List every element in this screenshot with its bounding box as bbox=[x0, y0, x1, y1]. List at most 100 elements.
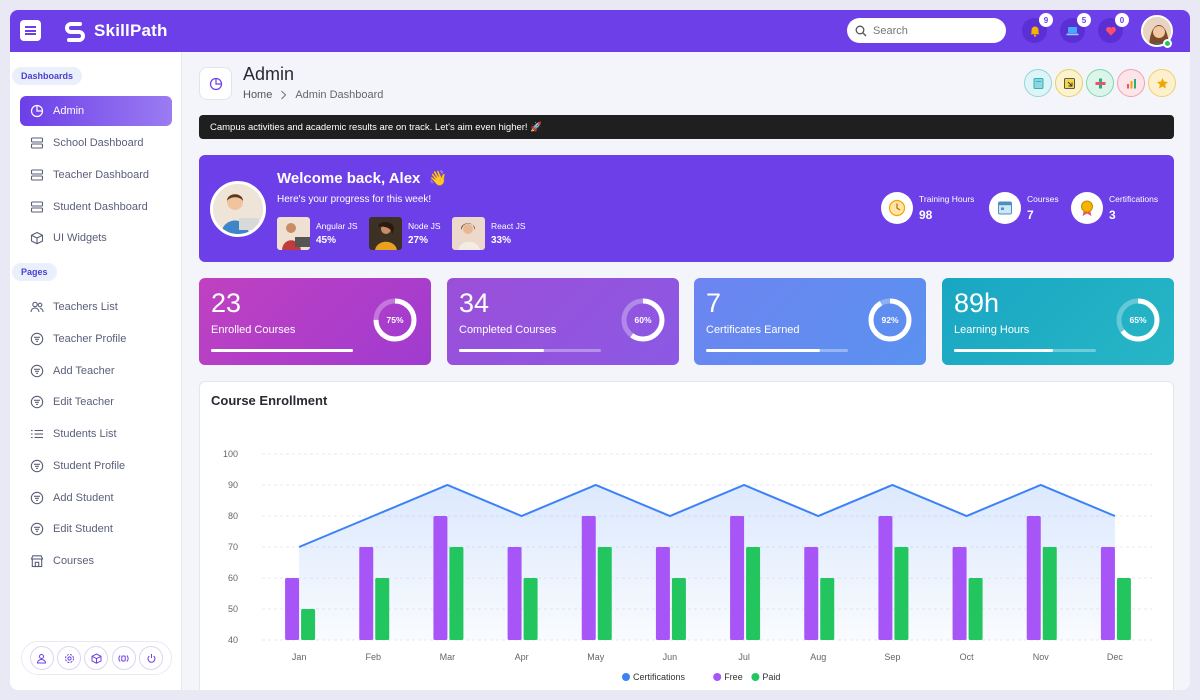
stat-card-learning-hours[interactable]: 89h Learning Hours 65% bbox=[942, 278, 1174, 365]
bar-free-oct bbox=[952, 547, 967, 640]
server-icon bbox=[30, 169, 44, 181]
bar-paid-apr bbox=[523, 578, 538, 640]
x-tick-label: May bbox=[587, 652, 605, 662]
x-tick-label: Jan bbox=[292, 652, 307, 662]
bar-free-may bbox=[581, 516, 596, 640]
chevron-right-icon bbox=[281, 90, 287, 100]
search-box[interactable] bbox=[847, 18, 1006, 43]
sidebar-item-add-student[interactable]: Add Student bbox=[20, 483, 172, 513]
favorites-button[interactable]: 0 bbox=[1098, 13, 1129, 43]
bar-free-sep bbox=[878, 516, 893, 640]
course-progress-node[interactable]: Node JS 27% bbox=[369, 217, 441, 250]
stat-training-hours: Training Hours 98 bbox=[881, 192, 974, 224]
bar-chart-icon bbox=[1126, 78, 1136, 88]
list-icon bbox=[31, 429, 43, 439]
sidebar-item-students-list[interactable]: Students List bbox=[20, 419, 172, 449]
welcome-banner: Welcome back, Alex 👋 Here's your progres… bbox=[199, 155, 1174, 262]
sidebar-section-pages: Pages bbox=[12, 263, 57, 281]
settings-button[interactable] bbox=[57, 646, 82, 670]
online-status-dot bbox=[1163, 39, 1172, 48]
quick-reports-button[interactable] bbox=[1117, 69, 1145, 97]
sidebar-item-label: School Dashboard bbox=[53, 137, 144, 149]
bar-free-nov bbox=[1026, 516, 1041, 640]
notifications-button[interactable]: 9 bbox=[1022, 13, 1053, 43]
sidebar-item-add-teacher[interactable]: Add Teacher bbox=[20, 356, 172, 386]
sidebar-section-dashboards: Dashboards bbox=[12, 67, 83, 85]
stat-label: Training Hours bbox=[919, 194, 975, 204]
broadcast-icon bbox=[118, 654, 129, 662]
course-progress-angular[interactable]: Angular JS 45% bbox=[277, 217, 358, 250]
series-area-fill bbox=[299, 485, 1115, 640]
brand[interactable]: SkillPath bbox=[62, 18, 168, 44]
sidebar-item-student-dashboard[interactable]: Student Dashboard bbox=[20, 192, 172, 222]
stat-card-label: Certificates Earned bbox=[706, 324, 800, 336]
x-tick-label: Aug bbox=[810, 652, 826, 662]
quick-notes-button[interactable] bbox=[1055, 69, 1083, 97]
stat-card-progress-track bbox=[954, 349, 1096, 352]
x-tick-label: Feb bbox=[365, 652, 381, 662]
sidebar-item-teacher-dashboard[interactable]: Teacher Dashboard bbox=[20, 160, 172, 190]
course-progress-react[interactable]: React JS 33% bbox=[452, 217, 526, 250]
stat-courses: Courses 7 bbox=[989, 192, 1059, 224]
clock-icon bbox=[888, 199, 906, 217]
heart-icon bbox=[1105, 26, 1116, 35]
series-line-certifications bbox=[298, 483, 1116, 548]
quick-notebook-button[interactable] bbox=[1024, 69, 1052, 97]
bar-free-jun bbox=[655, 547, 670, 640]
broadcast-button[interactable] bbox=[111, 646, 136, 670]
legend-label-free: Free bbox=[724, 672, 743, 682]
sidebar-item-courses[interactable]: Courses bbox=[20, 546, 172, 576]
filter-circle-icon bbox=[30, 332, 44, 346]
bell-icon bbox=[1030, 26, 1039, 37]
stat-card-progress-track bbox=[459, 349, 601, 352]
sidebar-item-school-dashboard[interactable]: School Dashboard bbox=[20, 128, 172, 158]
sidebar-item-label: UI Widgets bbox=[53, 232, 107, 244]
y-tick-label: 80 bbox=[228, 511, 238, 521]
widgets-button[interactable] bbox=[84, 646, 109, 670]
stat-card-progress-fill bbox=[459, 349, 545, 352]
stat-card-progress-fill bbox=[706, 349, 820, 352]
search-input[interactable] bbox=[873, 24, 993, 37]
sidebar-item-student-profile[interactable]: Student Profile bbox=[20, 451, 172, 481]
search-icon bbox=[855, 25, 867, 36]
bar-free-aug bbox=[804, 547, 819, 640]
x-tick-label: Sep bbox=[884, 652, 900, 662]
chart-title: Course Enrollment bbox=[211, 393, 328, 408]
course-percent: 33% bbox=[491, 235, 512, 246]
logout-button[interactable] bbox=[139, 646, 164, 670]
stat-card-completed-courses[interactable]: 34 Completed Courses 60% bbox=[447, 278, 679, 365]
sidebar-item-edit-teacher[interactable]: Edit Teacher bbox=[20, 387, 172, 417]
course-name: Node JS bbox=[408, 221, 441, 231]
users-icon bbox=[30, 301, 44, 313]
sidebar-item-label: Courses bbox=[53, 555, 94, 567]
sidebar-item-teacher-profile[interactable]: Teacher Profile bbox=[20, 324, 172, 354]
bar-free-jul bbox=[730, 516, 745, 640]
sidebar-item-teachers-list[interactable]: Teachers List bbox=[20, 292, 172, 322]
breadcrumb-home-link[interactable]: Home bbox=[243, 89, 273, 101]
y-tick-label: 90 bbox=[228, 480, 238, 490]
stat-value: 7 bbox=[1027, 208, 1034, 222]
sidebar-item-label: Teachers List bbox=[53, 301, 118, 313]
messages-button[interactable]: 5 bbox=[1060, 13, 1091, 43]
sidebar-item-ui-widgets[interactable]: UI Widgets bbox=[20, 223, 172, 253]
x-tick-label: Dec bbox=[1107, 652, 1124, 662]
sidebar: Dashboards Admin School Dashboard Teache… bbox=[10, 52, 182, 690]
quick-favorites-button[interactable] bbox=[1148, 69, 1176, 97]
stat-card-progress-fill bbox=[211, 349, 353, 352]
welcome-title: Welcome back, Alex 👋 bbox=[277, 169, 447, 187]
breadcrumb: Home Admin Dashboard bbox=[243, 89, 383, 101]
user-avatar[interactable] bbox=[1141, 15, 1173, 47]
stat-card-progress-track bbox=[706, 349, 848, 352]
course-name: React JS bbox=[491, 221, 526, 231]
sidebar-item-admin[interactable]: Admin bbox=[20, 96, 172, 126]
stat-card-enrolled-courses[interactable]: 23 Enrolled Courses 75% bbox=[199, 278, 431, 365]
profile-button[interactable] bbox=[29, 646, 54, 670]
y-tick-label: 60 bbox=[228, 573, 238, 583]
course-thumbnail bbox=[277, 217, 310, 250]
filter-circle-icon bbox=[30, 491, 44, 505]
hamburger-menu-button[interactable] bbox=[20, 20, 41, 41]
stat-card-certificates-earned[interactable]: 7 Certificates Earned 92% bbox=[694, 278, 926, 365]
sidebar-item-edit-student[interactable]: Edit Student bbox=[20, 514, 172, 544]
stat-card-ring bbox=[868, 298, 912, 342]
quick-apps-button[interactable] bbox=[1086, 69, 1114, 97]
